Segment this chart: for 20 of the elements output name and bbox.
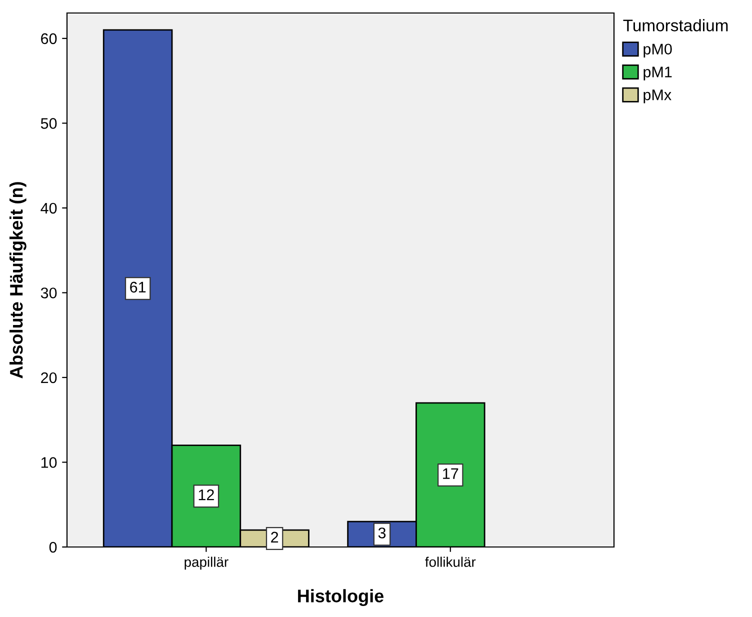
legend-title: Tumorstadium: [623, 19, 728, 32]
y-tick-label: 50: [40, 118, 57, 129]
legend-label: pM1: [644, 66, 672, 80]
y-tick-label: 10: [41, 457, 57, 468]
data-label: 12: [198, 489, 214, 500]
data-label: 3: [378, 528, 386, 538]
y-tick-label: 20: [41, 372, 57, 384]
legend-label: pM0: [644, 44, 672, 58]
y-tick-label: 30: [40, 288, 57, 298]
x-tick-label: papillär: [184, 556, 228, 570]
data-label: 2: [271, 532, 278, 542]
data-label: 61: [130, 282, 146, 293]
y-tick-label: 40: [40, 202, 57, 214]
x-axis-title: Histologie: [298, 589, 384, 606]
data-label: 17: [443, 468, 458, 479]
y-axis-title: Absolute Häufigkeit (n): [9, 182, 26, 378]
legend-label: pMx: [644, 90, 672, 104]
y-tick-label: 0: [49, 542, 57, 553]
x-tick-label: follikulär: [425, 556, 476, 567]
y-tick-label: 60: [41, 33, 57, 44]
